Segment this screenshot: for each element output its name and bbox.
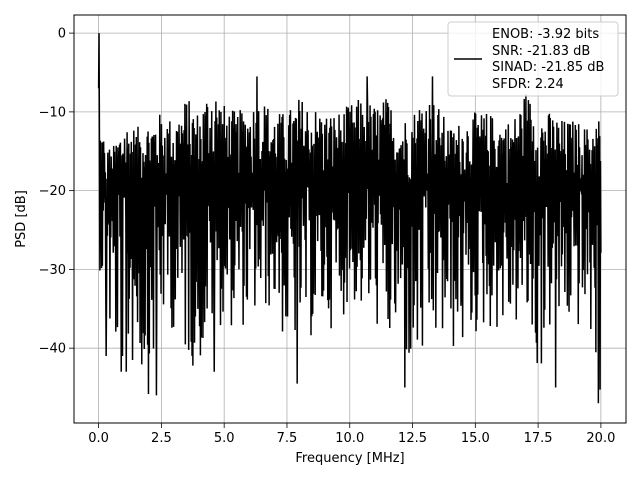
- legend-box: [447, 21, 619, 97]
- x-axis-label: Frequency [MHz]: [295, 451, 404, 466]
- legend-line-snr: SNR: -21.83 dB: [492, 44, 590, 59]
- legend-line-enob: ENOB: -3.92 bits: [492, 27, 599, 42]
- x-tick-label: 12.5: [398, 431, 427, 446]
- y-tick-label: −30: [39, 263, 66, 278]
- legend-line-sinad: SINAD: -21.85 dB: [492, 60, 604, 75]
- y-axis-ticks: 0 −10 −20 −30 −40: [39, 27, 74, 357]
- x-tick-label: 0.0: [88, 431, 109, 446]
- x-tick-label: 15.0: [461, 431, 490, 446]
- series-line-psd: [97, 33, 602, 404]
- x-tick-label: 5.0: [214, 431, 235, 446]
- plot-area: [97, 33, 602, 404]
- y-tick-label: −40: [39, 342, 66, 357]
- y-axis-label: PSD [dB]: [14, 190, 29, 248]
- x-tick-label: 10.0: [335, 431, 364, 446]
- y-tick-label: −20: [39, 184, 66, 199]
- y-tick-label: 0: [58, 27, 66, 42]
- x-axis-ticks: 0.0 2.5 5.0 7.5 10.0 12.5 15.0 17.5 20.0: [88, 423, 615, 446]
- x-tick-label: 20.0: [586, 431, 615, 446]
- y-tick-label: −10: [39, 105, 66, 120]
- x-tick-label: 2.5: [151, 431, 172, 446]
- legend-line-sfdr: SFDR: 2.24: [492, 77, 564, 92]
- legend: ENOB: -3.92 bits SNR: -21.83 dB SINAD: -…: [447, 21, 619, 97]
- x-tick-label: 17.5: [524, 431, 553, 446]
- x-tick-label: 7.5: [277, 431, 298, 446]
